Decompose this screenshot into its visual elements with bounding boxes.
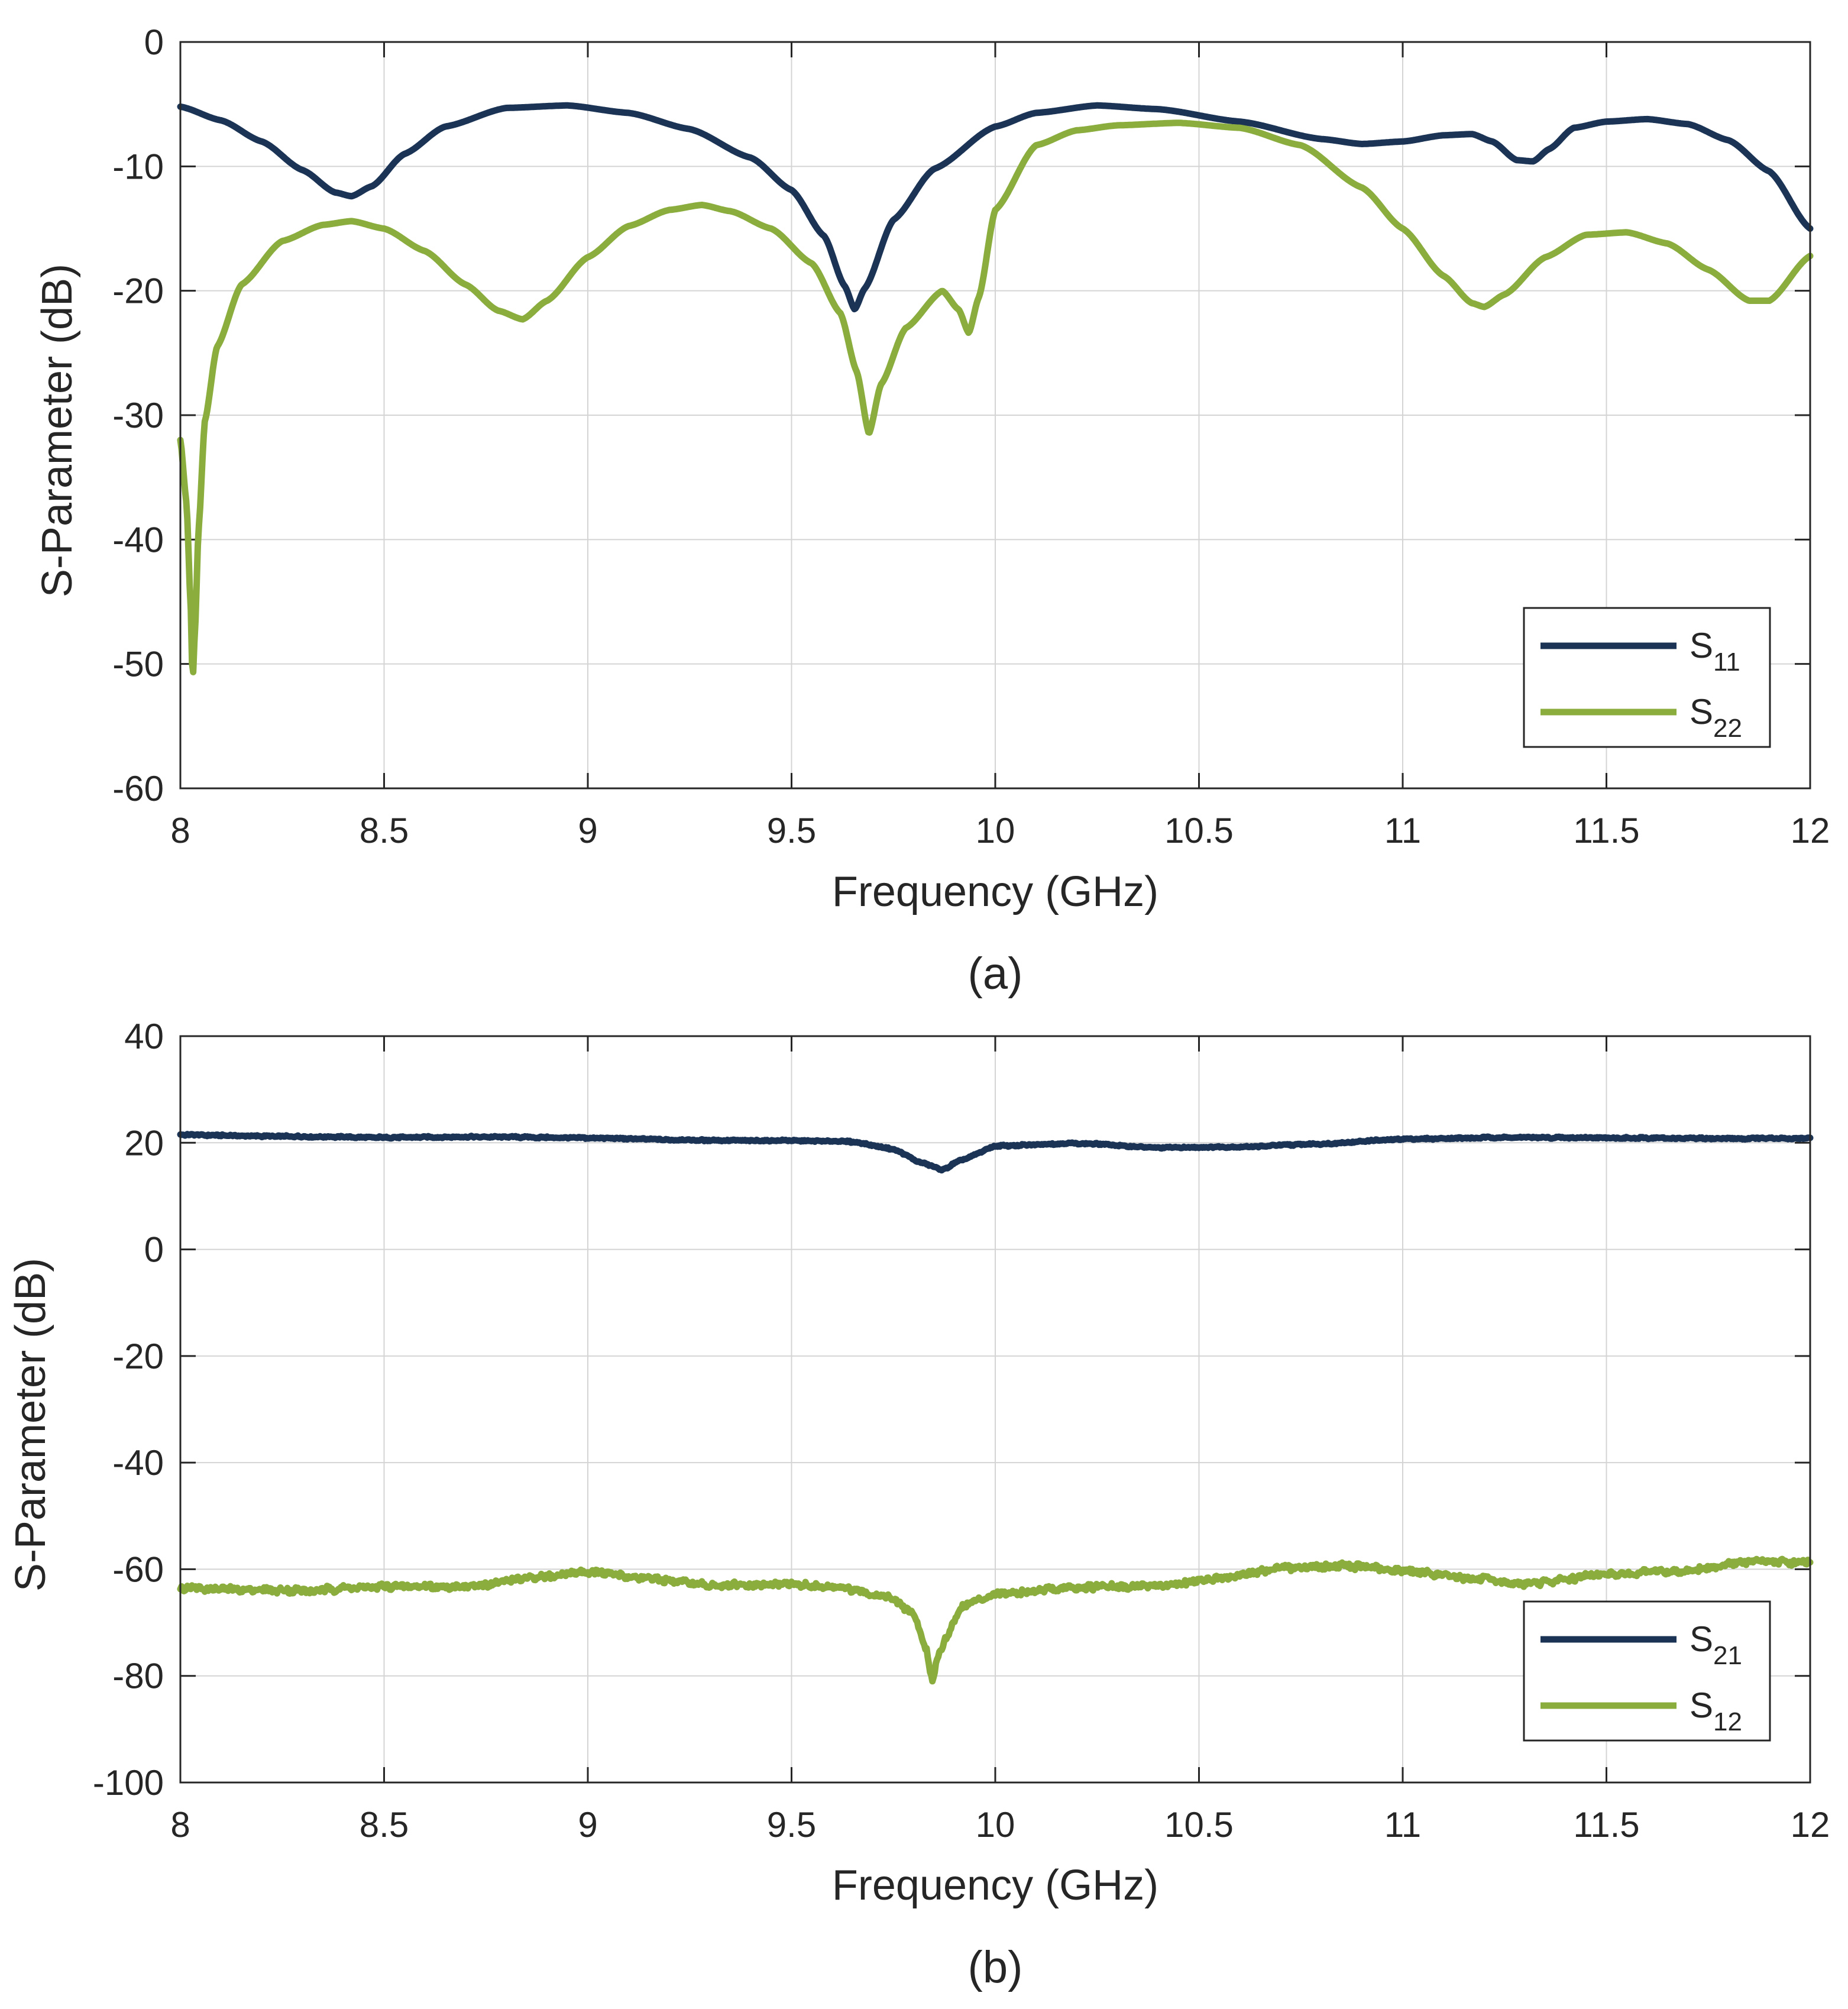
x-tick-label: 9 — [578, 811, 597, 850]
y-tick-label: -30 — [112, 396, 164, 435]
panel-caption: (b) — [968, 1942, 1023, 1992]
x-tick-label: 10 — [976, 811, 1015, 850]
series-line-s21 — [177, 1131, 1814, 1174]
y-tick-label: 40 — [124, 1017, 164, 1056]
series-line-s22 — [177, 119, 1814, 675]
y-tick-label: -60 — [112, 1549, 164, 1589]
x-tick-label: 12 — [1791, 1805, 1830, 1845]
legend-label-s22: S22 — [1690, 692, 1742, 743]
x-tick-label: 9.5 — [767, 811, 816, 850]
x-tick-label: 10 — [976, 1805, 1015, 1845]
y-tick-label: -80 — [112, 1657, 164, 1696]
y-tick-label: 0 — [144, 22, 164, 62]
x-tick-label: 8 — [170, 811, 190, 850]
x-tick-label: 11.5 — [1573, 1805, 1639, 1845]
series-line-s12 — [177, 1555, 1814, 1685]
y-tick-label: -60 — [112, 769, 164, 808]
x-tick-label: 10.5 — [1164, 1805, 1234, 1845]
x-tick-label: 10.5 — [1164, 811, 1234, 850]
y-tick-label: -10 — [112, 147, 164, 186]
x-tick-label: 12 — [1791, 811, 1830, 850]
y-tick-label: -20 — [112, 1337, 164, 1376]
y-axis-label: S-Parameter (dB) — [34, 264, 81, 597]
y-tick-label: -100 — [93, 1763, 164, 1803]
legend-label-s12: S12 — [1690, 1686, 1742, 1736]
x-axis-label: Frequency (GHz) — [832, 868, 1158, 915]
x-tick-label: 11.5 — [1573, 811, 1639, 850]
x-tick-label: 8 — [170, 1805, 190, 1845]
series-line-s11 — [177, 102, 1814, 313]
y-tick-label: 0 — [144, 1230, 164, 1270]
y-tick-label: -50 — [112, 645, 164, 684]
axes-frame — [179, 41, 1811, 790]
x-tick-label: 11 — [1384, 1805, 1421, 1845]
x-tick-label: 9.5 — [767, 1805, 816, 1845]
y-tick-label: -40 — [112, 520, 164, 559]
legend-box — [1523, 1600, 1771, 1742]
x-axis-label: Frequency (GHz) — [832, 1862, 1158, 1909]
legend-box — [1523, 607, 1771, 748]
axes-frame — [179, 1035, 1811, 1784]
y-tick-label: 20 — [124, 1123, 164, 1163]
y-tick-label: -40 — [112, 1443, 164, 1483]
chart-panel-b: 8 8.5 9 9.5 10 10.5 11 11.5 12 40 20 0 -20 -40 -60 -80 -… — [7, 1017, 1830, 1992]
legend-label-s11: S11 — [1690, 626, 1740, 677]
panel-caption: (a) — [968, 949, 1023, 999]
y-axis-label: S-Parameter (dB) — [7, 1258, 54, 1591]
legend-label-s21: S21 — [1690, 1619, 1742, 1670]
x-tick-label: 11 — [1384, 811, 1421, 850]
y-tick-label: -20 — [112, 271, 164, 311]
x-tick-label: 8.5 — [360, 811, 409, 850]
chart-panel-a: 8 8.5 9 9.5 10 10.5 11 11.5 12 0 -10 -20 -30 -40 -50 -6… — [34, 22, 1830, 999]
x-tick-label: 8.5 — [360, 1805, 409, 1845]
x-tick-label: 9 — [578, 1805, 597, 1845]
